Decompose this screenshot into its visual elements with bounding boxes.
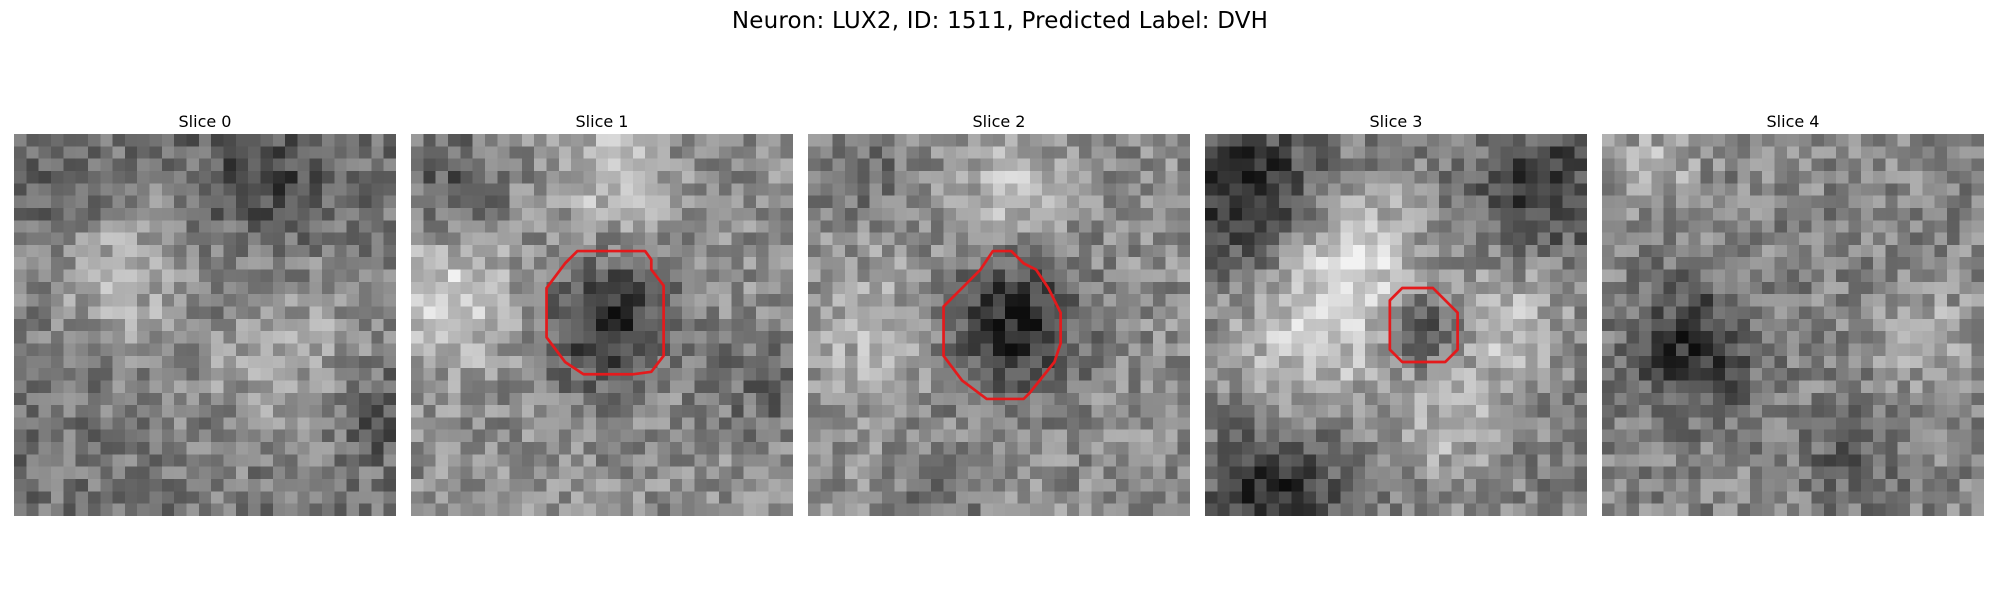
slice-image-0 xyxy=(14,134,396,516)
roi-contour-4 xyxy=(1602,134,1984,516)
figure-title: Neuron: LUX2, ID: 1511, Predicted Label:… xyxy=(731,8,1269,34)
roi-contour-2 xyxy=(942,249,1062,401)
roi-contour-line-1 xyxy=(545,249,665,376)
roi-contour-line-2 xyxy=(942,249,1062,401)
slice-image-1 xyxy=(411,134,793,516)
roi-contour-0 xyxy=(14,134,396,516)
roi-contour-line-3 xyxy=(1388,286,1459,364)
slice-image-2 xyxy=(808,134,1190,516)
slice-title-3: Slice 3 xyxy=(1369,112,1423,131)
slice-title-4: Slice 4 xyxy=(1766,112,1820,131)
slice-title-0: Slice 0 xyxy=(178,112,232,131)
slice-title-1: Slice 1 xyxy=(575,112,629,131)
slice-title-2: Slice 2 xyxy=(972,112,1026,131)
roi-contour-1 xyxy=(545,249,665,376)
roi-contour-3 xyxy=(1388,286,1459,364)
slice-image-3 xyxy=(1205,134,1587,516)
slice-image-4 xyxy=(1602,134,1984,516)
